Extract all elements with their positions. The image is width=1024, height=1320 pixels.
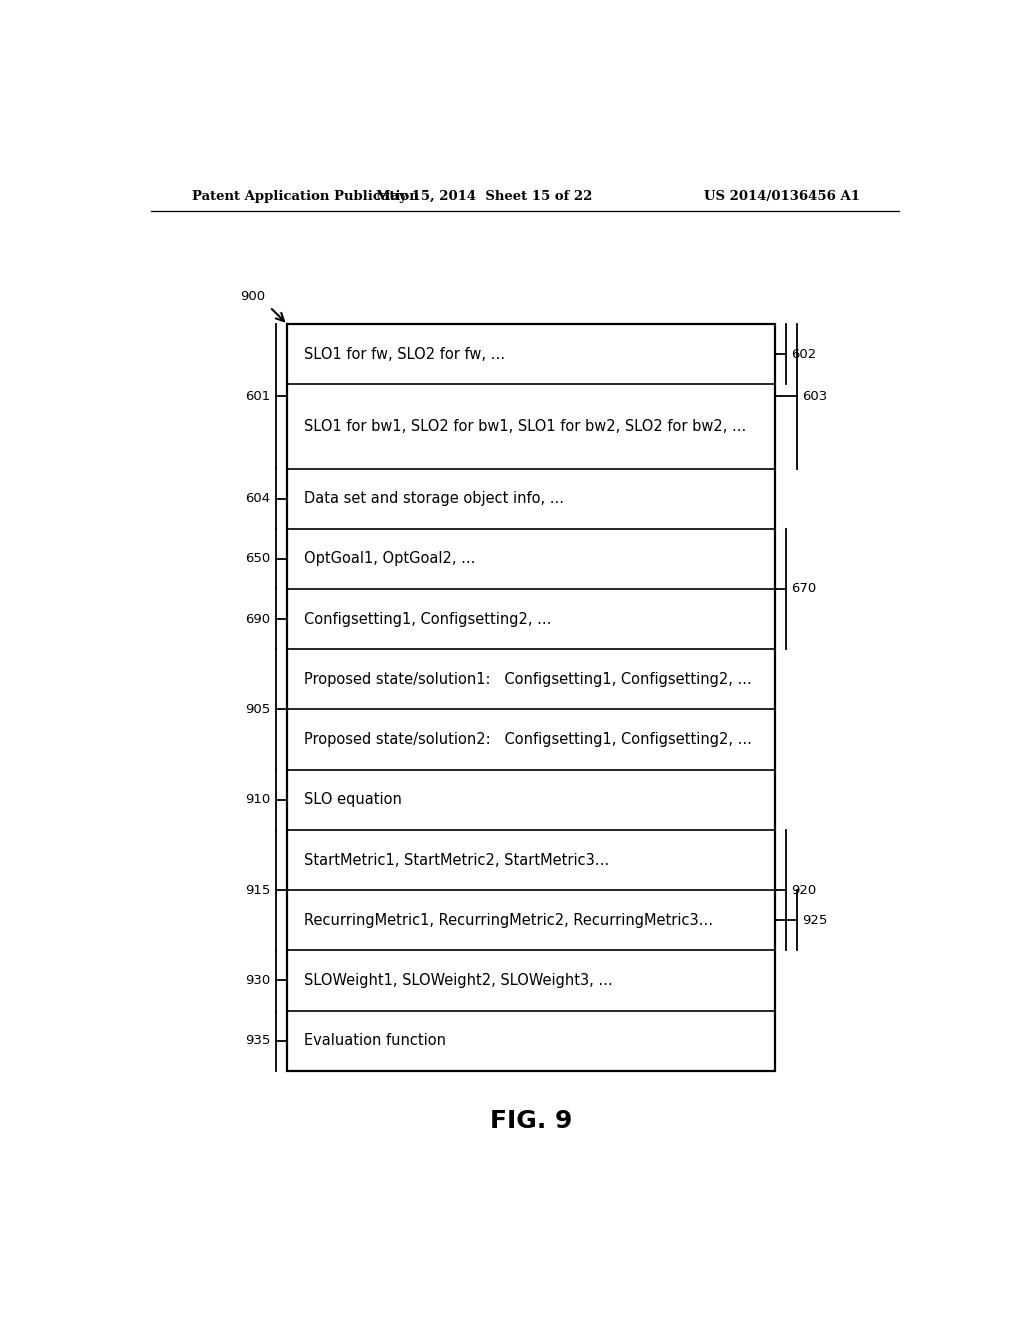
Text: FIG. 9: FIG. 9 <box>489 1109 572 1133</box>
Text: 930: 930 <box>246 974 270 987</box>
Text: 670: 670 <box>792 582 817 595</box>
Text: Data set and storage object info, ...: Data set and storage object info, ... <box>304 491 564 506</box>
Text: Patent Application Publication: Patent Application Publication <box>191 190 418 203</box>
Text: SLO1 for fw, SLO2 for fw, …: SLO1 for fw, SLO2 for fw, … <box>304 347 505 362</box>
Text: 905: 905 <box>246 704 270 715</box>
Text: SLOWeight1, SLOWeight2, SLOWeight3, ...: SLOWeight1, SLOWeight2, SLOWeight3, ... <box>304 973 612 987</box>
Text: 650: 650 <box>246 552 270 565</box>
Text: May 15, 2014  Sheet 15 of 22: May 15, 2014 Sheet 15 of 22 <box>376 190 593 203</box>
Text: Evaluation function: Evaluation function <box>304 1034 445 1048</box>
Text: Proposed state/solution1:   Configsetting1, Configsetting2, ...: Proposed state/solution1: Configsetting1… <box>304 672 752 686</box>
Text: US 2014/0136456 A1: US 2014/0136456 A1 <box>705 190 860 203</box>
Text: 925: 925 <box>802 913 827 927</box>
Text: StartMetric1, StartMetric2, StartMetric3…: StartMetric1, StartMetric2, StartMetric3… <box>304 853 609 867</box>
Bar <box>287 323 775 1071</box>
Text: 601: 601 <box>246 389 270 403</box>
Text: 690: 690 <box>246 612 270 626</box>
Text: RecurringMetric1, RecurringMetric2, RecurringMetric3…: RecurringMetric1, RecurringMetric2, Recu… <box>304 912 713 928</box>
Text: 915: 915 <box>245 883 270 896</box>
Text: 920: 920 <box>792 883 817 896</box>
Text: 935: 935 <box>245 1035 270 1047</box>
Text: 910: 910 <box>246 793 270 807</box>
Text: 604: 604 <box>246 492 270 506</box>
Text: 603: 603 <box>802 389 827 403</box>
Text: SLO equation: SLO equation <box>304 792 401 808</box>
Text: 900: 900 <box>240 290 265 304</box>
Text: SLO1 for bw1, SLO2 for bw1, SLO1 for bw2, SLO2 for bw2, ...: SLO1 for bw1, SLO2 for bw1, SLO1 for bw2… <box>304 418 746 434</box>
Text: Configsetting1, Configsetting2, ...: Configsetting1, Configsetting2, ... <box>304 611 551 627</box>
Text: 602: 602 <box>792 347 817 360</box>
Text: OptGoal1, OptGoal2, ...: OptGoal1, OptGoal2, ... <box>304 552 475 566</box>
Text: Proposed state/solution2:   Configsetting1, Configsetting2, ...: Proposed state/solution2: Configsetting1… <box>304 733 752 747</box>
